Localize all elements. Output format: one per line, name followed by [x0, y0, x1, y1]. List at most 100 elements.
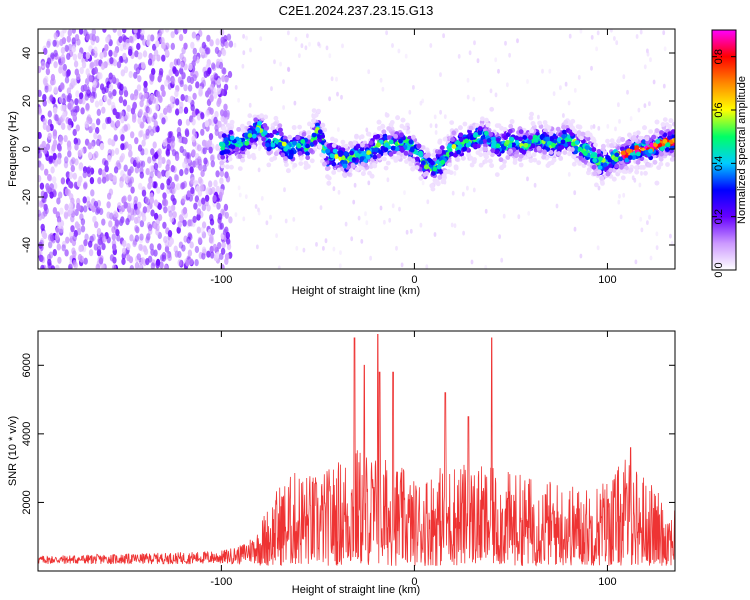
heatmap-cell [457, 54, 461, 59]
heatmap-cell [122, 99, 128, 107]
heatmap-cell [88, 249, 94, 257]
heatmap-cell [408, 109, 412, 115]
heatmap-cell [195, 35, 201, 43]
heatmap-cell [383, 219, 386, 225]
heatmap-cell [652, 159, 658, 165]
heatmap-cell [296, 143, 302, 149]
heatmap-cell [421, 160, 426, 166]
heatmap-cell [164, 29, 170, 33]
heatmap-cell [128, 149, 133, 157]
heatmap-cell [277, 142, 283, 147]
heatmap-cell [237, 97, 241, 103]
heatmap-cell [649, 142, 655, 148]
heatmap-cell [466, 185, 469, 191]
heatmap-cell [354, 133, 359, 139]
heatmap-cell [211, 186, 216, 194]
heatmap-cell [579, 29, 583, 34]
heatmap-cell [201, 197, 206, 205]
heatmap-cell [111, 233, 117, 241]
heatmap-cell [38, 131, 42, 140]
x-tick-label: -100 [210, 576, 232, 588]
heatmap-cell [605, 171, 611, 177]
heatmap-cell [527, 139, 532, 145]
heatmap-cell [298, 161, 304, 167]
heatmap-cell [555, 126, 561, 132]
heatmap-cell [304, 45, 308, 51]
heatmap-cell [265, 220, 269, 226]
heatmap-cell [634, 169, 640, 175]
heatmap-cell [380, 123, 386, 129]
heatmap-cell [224, 130, 230, 135]
heatmap-cell [457, 144, 463, 149]
heatmap-cell [70, 78, 76, 86]
heatmap-cell [191, 118, 196, 126]
heatmap-cell [398, 206, 401, 212]
heatmap-cell [91, 122, 96, 130]
heatmap-cell [143, 80, 148, 88]
heatmap-cell [526, 176, 529, 182]
heatmap-cell [508, 52, 511, 58]
heatmap-cell [208, 146, 213, 154]
heatmap-cell [350, 236, 354, 242]
heatmap-cell [517, 214, 521, 220]
heatmap-cell [495, 137, 501, 143]
heatmap-cell [348, 141, 354, 146]
heatmap-cell [68, 181, 74, 189]
heatmap-cell [145, 258, 150, 266]
heatmap-cell [240, 146, 246, 152]
heatmap-cell [559, 85, 562, 91]
heatmap-cell [395, 245, 398, 251]
heatmap-cell [128, 70, 133, 79]
heatmap-cell [590, 65, 593, 71]
heatmap-cell [192, 74, 197, 82]
heatmap-cell [360, 161, 366, 167]
heatmap-cell [284, 218, 288, 224]
heatmap-cell [396, 150, 402, 156]
heatmap-cell [229, 119, 235, 125]
heatmap-cell [149, 165, 154, 173]
heatmap-cell [237, 185, 241, 191]
heatmap-cell [256, 244, 259, 250]
heatmap-cell [38, 66, 42, 74]
heatmap-cell [79, 67, 84, 75]
heatmap-cell [208, 133, 214, 141]
heatmap-cell [219, 29, 225, 36]
heatmap-cell [212, 194, 217, 203]
heatmap-cell [108, 220, 113, 228]
heatmap-cell [230, 144, 236, 150]
heatmap-cell [502, 213, 506, 219]
heatmap-cell [579, 135, 584, 141]
heatmap-cell [275, 233, 278, 239]
heatmap-cell [462, 146, 467, 152]
heatmap-cell [270, 86, 273, 91]
heatmap-cell [297, 150, 303, 156]
heatmap-cell [98, 168, 103, 176]
heatmap-cell [654, 180, 660, 186]
heatmap-cell [488, 131, 494, 137]
heatmap-cell [118, 55, 124, 64]
heatmap-cell [658, 161, 664, 167]
heatmap-cell [112, 89, 117, 97]
heatmap-cell [283, 187, 286, 193]
heatmap-cell [53, 32, 58, 40]
heatmap-cell [208, 236, 214, 244]
heatmap-cell [419, 100, 423, 106]
heatmap-cell [366, 131, 371, 137]
heatmap-cell [114, 78, 120, 86]
heatmap-cell [555, 203, 559, 209]
heatmap-cell [75, 90, 80, 98]
heatmap-cell [357, 215, 361, 221]
heatmap-cell [359, 156, 365, 162]
heatmap-cell [83, 29, 88, 37]
heatmap-cell [45, 68, 51, 76]
heatmap-cell [136, 42, 141, 51]
heatmap-cell [518, 162, 524, 168]
heatmap-cell [96, 118, 101, 126]
heatmap-cell [220, 150, 226, 156]
heatmap-cell [201, 221, 207, 229]
heatmap-cell [618, 156, 623, 162]
heatmap-cell [49, 183, 54, 191]
heatmap-cell [135, 226, 140, 234]
heatmap-cell [107, 155, 112, 163]
heatmap-cell [149, 171, 154, 179]
